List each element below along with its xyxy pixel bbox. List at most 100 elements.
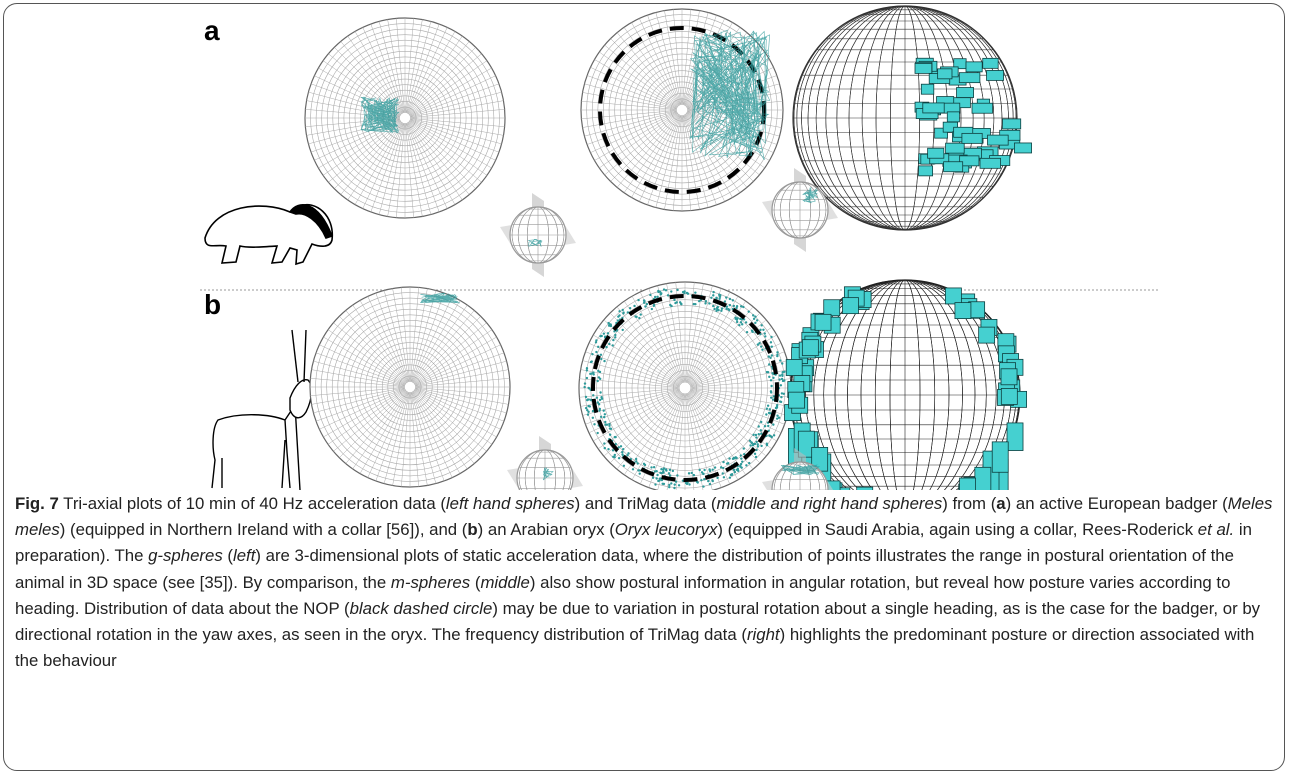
trace-dot — [591, 416, 595, 419]
trace-dot — [734, 316, 737, 319]
trace-dot — [728, 303, 732, 307]
grid-spoke — [610, 38, 678, 106]
grid-spoke — [609, 312, 681, 384]
trace-dot — [779, 359, 782, 362]
trace-dot — [731, 299, 735, 302]
trace-dot — [688, 483, 691, 486]
trace-dot — [733, 470, 737, 474]
trace-dot — [604, 423, 607, 426]
hist-bar — [974, 466, 992, 490]
trace-dot — [775, 406, 779, 409]
trace-dot — [716, 476, 719, 480]
grid-spoke — [411, 392, 437, 484]
grid-spoke — [392, 392, 410, 486]
trace-dot — [622, 447, 625, 451]
trace-dot — [704, 302, 707, 305]
trace-dot — [585, 376, 589, 380]
trace-dot — [673, 486, 676, 490]
trace-dot — [765, 407, 769, 410]
caption-text: Oryx leucoryx — [614, 520, 718, 540]
caption-text: in preparation). The — [15, 520, 1252, 566]
trace-dot — [659, 293, 662, 296]
trace-dot — [770, 384, 773, 388]
grid-ring — [678, 381, 692, 395]
grid-spoke — [311, 387, 405, 405]
grid-spoke — [410, 392, 428, 486]
trace-dot — [652, 304, 656, 308]
trace-dot — [594, 341, 598, 344]
trace-dot — [772, 376, 775, 380]
trace-dot — [730, 473, 734, 476]
trace-dot — [592, 394, 595, 397]
grid-spoke — [345, 391, 407, 464]
trace-dot — [657, 290, 660, 294]
trace-dot — [589, 372, 592, 376]
trace-dot — [626, 454, 629, 457]
trace-dot — [599, 391, 602, 394]
globe — [516, 449, 574, 490]
hist-bar — [920, 83, 935, 95]
trace-dot — [760, 444, 763, 448]
trace-dot — [739, 321, 743, 324]
trace-dot — [738, 323, 741, 327]
hist-bar — [1006, 422, 1024, 451]
grid-spoke — [408, 122, 463, 201]
trace-dot — [639, 313, 642, 316]
grid-spoke — [599, 113, 678, 169]
grid-spoke — [691, 388, 790, 407]
trace-dot — [769, 391, 773, 394]
grid-spoke — [686, 114, 754, 182]
grid-spoke — [415, 344, 501, 385]
trace-dot — [739, 305, 743, 308]
trace-dot — [760, 345, 763, 348]
trace-dot — [585, 369, 589, 372]
grid-spoke — [682, 10, 700, 105]
grid-spoke — [580, 369, 679, 388]
grid-spoke — [413, 391, 475, 464]
trace-dot — [600, 396, 603, 399]
grid-spoke — [410, 392, 419, 487]
trace-dot — [778, 378, 781, 381]
badger-icon — [204, 203, 334, 266]
grid-spoke — [657, 285, 684, 382]
trace-dot — [595, 396, 599, 399]
grid-spoke — [604, 44, 678, 107]
grid-spoke — [396, 18, 405, 113]
trace-dot — [763, 332, 766, 335]
grid-spoke — [623, 114, 679, 193]
grid-spoke — [639, 18, 680, 105]
trace-dot — [702, 485, 705, 488]
grid-spoke — [687, 291, 731, 383]
grid-spoke — [383, 290, 409, 382]
trace-dot — [776, 414, 779, 417]
trace-dot — [600, 357, 603, 361]
trace-dot — [677, 484, 681, 487]
grid-spoke — [687, 112, 770, 161]
trace-dot — [678, 301, 682, 304]
trace-dot — [710, 296, 713, 299]
grid-spoke — [690, 390, 777, 442]
trace-dot — [603, 413, 607, 416]
grid-spoke — [415, 387, 509, 405]
trace-dot — [755, 440, 758, 444]
trace-dot — [713, 307, 716, 311]
caption-text: black dashed circle — [349, 598, 493, 618]
grid-spoke — [315, 352, 405, 386]
trace-dot — [711, 468, 714, 471]
trace-dot — [697, 299, 701, 303]
hist-bar — [987, 134, 1009, 146]
hist-bar — [814, 313, 832, 331]
trace-dot — [703, 477, 706, 481]
trace-dot — [764, 335, 767, 338]
grid-spoke — [408, 122, 470, 195]
grid-spoke — [411, 290, 437, 382]
trace-dot — [595, 350, 598, 354]
caption-text: ) an active European badger ( — [1005, 494, 1228, 513]
grid-spoke — [412, 392, 453, 478]
trace-dot — [653, 295, 657, 299]
trace-dot — [765, 413, 768, 416]
grid-spoke — [405, 18, 414, 113]
meridian — [773, 181, 827, 239]
grid-spoke — [585, 389, 680, 425]
trace-dot — [763, 425, 767, 428]
